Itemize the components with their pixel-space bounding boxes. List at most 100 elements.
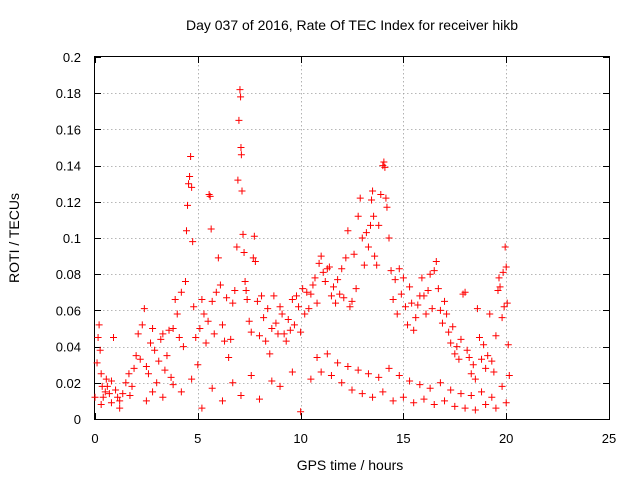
data-point-marker: [188, 183, 196, 191]
data-point-marker: [371, 252, 379, 260]
data-point-marker: [465, 353, 473, 361]
data-point-marker: [272, 319, 280, 327]
data-point-marker: [395, 265, 403, 273]
data-point-marker: [311, 274, 319, 282]
data-point-marker: [190, 303, 198, 311]
data-point-marker: [270, 292, 278, 300]
data-point-marker: [498, 314, 506, 322]
data-point-marker: [505, 372, 513, 380]
data-point-marker: [149, 325, 157, 332]
data-point-marker: [383, 203, 391, 211]
data-point-marker: [369, 393, 377, 401]
data-point-marker: [307, 290, 315, 298]
data-point-marker: [274, 330, 282, 338]
data-point-marker: [157, 335, 165, 343]
data-point-marker: [142, 363, 150, 371]
data-point-marker: [138, 321, 146, 329]
data-point-marker: [94, 334, 102, 342]
data-point-marker: [354, 366, 362, 374]
data-point-marker: [179, 343, 187, 351]
data-point-marker: [290, 321, 298, 329]
data-point-marker: [116, 404, 124, 412]
data-point-marker: [469, 361, 477, 369]
data-point-marker: [229, 299, 237, 307]
data-point-marker: [317, 368, 325, 376]
data-point-marker: [255, 395, 263, 403]
data-point-marker: [495, 274, 503, 282]
data-point-marker: [237, 151, 245, 159]
data-point-marker: [321, 277, 329, 285]
data-point-marker: [234, 176, 242, 184]
data-point-marker: [153, 379, 161, 387]
data-point-marker: [499, 268, 507, 276]
data-point-marker: [159, 393, 167, 401]
data-point-marker: [238, 187, 246, 195]
data-point-marker: [393, 310, 401, 318]
data-point-marker: [218, 397, 226, 405]
data-point-marker: [408, 299, 416, 307]
data-point-marker: [280, 330, 288, 338]
data-point-marker: [175, 334, 183, 342]
data-point-marker: [242, 286, 250, 294]
data-point-marker: [490, 368, 498, 376]
data-point-marker: [449, 323, 457, 331]
data-point-marker: [486, 310, 494, 318]
data-point-marker: [317, 252, 325, 260]
data-point-marker: [119, 390, 127, 398]
data-point-marker: [159, 330, 167, 338]
y-tick-label: 0.02: [56, 376, 81, 391]
data-point-marker: [434, 285, 442, 293]
data-point-marker: [105, 390, 113, 398]
data-point-marker: [216, 281, 224, 289]
data-point-marker: [327, 372, 335, 380]
data-point-marker: [428, 305, 436, 313]
data-point-marker: [354, 212, 362, 220]
data-point-marker: [432, 258, 440, 266]
data-point-marker: [218, 321, 226, 329]
data-point-marker: [346, 303, 354, 311]
x-tick-label: 25: [602, 431, 616, 446]
data-point-marker: [151, 346, 159, 354]
data-point-marker: [344, 227, 352, 235]
data-point-marker: [147, 339, 155, 347]
y-tick-label: 0.16: [56, 122, 81, 137]
data-point-marker: [325, 263, 333, 271]
data-point-marker: [364, 370, 372, 378]
data-point-marker: [253, 297, 261, 305]
y-axis-title: ROTI / TECUs: [6, 193, 22, 283]
data-point-marker: [334, 276, 342, 284]
data-point-marker: [457, 390, 465, 398]
data-point-marker: [478, 355, 486, 363]
data-point-marker: [443, 310, 451, 318]
data-point-marker: [128, 382, 136, 390]
data-point-marker: [200, 310, 208, 318]
data-point-marker: [406, 377, 414, 385]
data-point-marker: [410, 326, 418, 334]
data-point-marker: [278, 310, 286, 318]
data-point-marker: [229, 379, 237, 387]
x-axis-title: GPS time / hours: [297, 457, 404, 473]
data-point-marker: [457, 335, 465, 343]
data-point-marker: [206, 192, 214, 200]
data-point-marker: [502, 399, 510, 407]
data-point-marker: [99, 393, 107, 401]
data-point-marker: [122, 379, 130, 387]
data-point-marker: [258, 292, 266, 300]
data-point-marker: [214, 254, 222, 262]
data-point-marker: [389, 397, 397, 405]
data-point-marker: [187, 153, 195, 161]
data-point-marker: [292, 292, 300, 300]
data-point-marker: [350, 250, 358, 258]
data-point-marker: [375, 221, 383, 229]
data-point-marker: [399, 274, 407, 282]
data-point-marker: [484, 352, 492, 360]
data-point-marker: [504, 341, 512, 349]
data-point-marker: [116, 397, 124, 405]
plot-frame: [94, 56, 610, 420]
data-point-marker: [208, 297, 216, 305]
data-point-marker: [299, 285, 307, 293]
data-point-marker: [237, 93, 245, 101]
data-point-marker: [329, 283, 337, 291]
data-point-marker: [169, 381, 177, 389]
